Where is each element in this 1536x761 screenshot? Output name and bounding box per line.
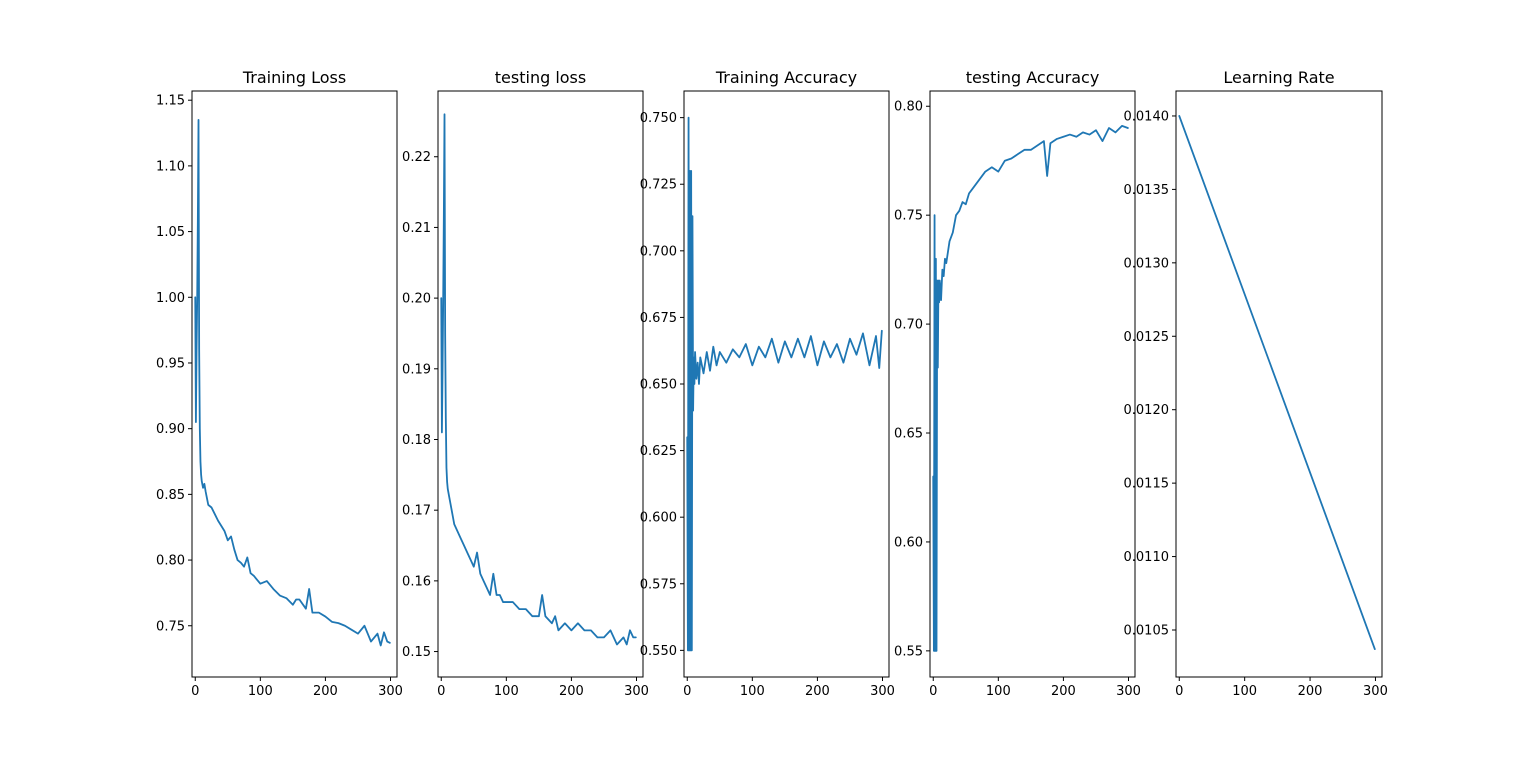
subplot-title: testing Accuracy: [966, 68, 1100, 87]
x-tick-label: 300: [1116, 684, 1141, 699]
axes-frame: [191, 90, 398, 678]
x-tick-label: 200: [1298, 684, 1323, 699]
x-tick-label: 300: [1363, 684, 1388, 699]
x-tick-label: 100: [986, 684, 1011, 699]
x-tick-label: 200: [313, 684, 338, 699]
y-tick-label: 0.17: [402, 504, 431, 519]
subplot-title: testing loss: [495, 68, 586, 87]
x-tick-label: 100: [1232, 684, 1257, 699]
series-line: [1178, 115, 1376, 650]
y-tick-label: 0.65: [894, 427, 923, 442]
y-tick-label: 1.00: [156, 291, 185, 306]
y-tick-label: 0.20: [402, 292, 431, 307]
y-tick-label: 0.55: [894, 644, 923, 659]
y-tick-label: 0.60: [894, 535, 923, 550]
y-tick-label: 0.22: [402, 150, 431, 165]
y-tick-label: 1.05: [156, 225, 185, 240]
y-tick-label: 0.650: [640, 378, 677, 393]
y-tick-label: 0.0140: [1124, 109, 1170, 124]
y-tick-label: 0.85: [156, 488, 185, 503]
y-tick-label: 0.15: [402, 645, 431, 660]
y-tick-label: 0.0130: [1124, 256, 1170, 271]
x-tick-label: 200: [559, 684, 584, 699]
x-tick-label: 0: [437, 684, 445, 699]
y-tick-label: 0.75: [894, 209, 923, 224]
y-tick-label: 0.0125: [1124, 330, 1170, 345]
y-tick-label: 0.18: [402, 433, 431, 448]
y-tick-label: 0.70: [894, 318, 923, 333]
series-line: [440, 113, 637, 646]
axes-frame: [1175, 90, 1383, 678]
x-tick-label: 200: [805, 684, 830, 699]
y-tick-label: 0.725: [640, 178, 677, 193]
y-tick-label: 0.0110: [1124, 550, 1170, 565]
y-tick-label: 0.19: [402, 362, 431, 377]
y-tick-label: 0.625: [640, 444, 677, 459]
axes-frame: [929, 90, 1136, 678]
series-line: [686, 116, 883, 652]
subplot-4: 0 100 200 300 0.55 0.60 0.65 0.70 0.75 0.80 testin…: [894, 68, 1141, 699]
x-tick-label: 100: [494, 684, 519, 699]
x-tick-label: 0: [191, 684, 199, 699]
y-tick-label: 0.0105: [1124, 624, 1170, 639]
series-line: [194, 119, 391, 647]
subplot-3: 0 100 200 300 0.550 0.575 0.600 0.625 0.650 0.675…: [640, 68, 895, 699]
y-tick-label: 0.575: [640, 577, 677, 592]
x-tick-label: 0: [1175, 684, 1183, 699]
axes-frame: [437, 90, 644, 678]
y-tick-label: 0.21: [402, 221, 431, 236]
series-line: [932, 124, 1129, 652]
x-tick-label: 100: [740, 684, 765, 699]
y-tick-label: 1.15: [156, 94, 185, 109]
y-tick-label: 0.675: [640, 311, 677, 326]
y-tick-label: 0.0135: [1124, 183, 1170, 198]
axes-frame: [683, 90, 890, 678]
x-tick-label: 300: [624, 684, 649, 699]
y-tick-label: 0.750: [640, 111, 677, 126]
y-tick-label: 0.75: [156, 619, 185, 634]
x-tick-label: 0: [929, 684, 937, 699]
subplot-1: 0 100 200 300 0.75 0.80 0.85 0.90 0.95 1.00 1.05 1.…: [156, 68, 403, 699]
x-tick-label: 0: [683, 684, 691, 699]
subplot-title: Training Accuracy: [715, 68, 857, 87]
y-tick-label: 0.550: [640, 644, 677, 659]
y-tick-label: 0.90: [156, 422, 185, 437]
subplot-2: 0 100 200 300 0.15 0.16 0.17 0.18 0.19 0.20 0.21 0.…: [402, 68, 649, 699]
y-tick-label: 0.16: [402, 574, 431, 589]
y-tick-label: 1.10: [156, 159, 185, 174]
y-tick-label: 0.600: [640, 511, 677, 526]
subplot-5: 0 100 200 300 0.0105 0.0110 0.0115 0.0120 0.0125…: [1124, 68, 1388, 699]
y-tick-label: 0.80: [156, 554, 185, 569]
x-tick-label: 100: [248, 684, 273, 699]
x-tick-label: 300: [378, 684, 403, 699]
y-tick-label: 0.0115: [1124, 477, 1170, 492]
y-tick-label: 0.0120: [1124, 403, 1170, 418]
y-tick-label: 0.95: [156, 356, 185, 371]
x-tick-label: 300: [870, 684, 895, 699]
subplot-title: Learning Rate: [1223, 68, 1334, 87]
x-tick-label: 200: [1051, 684, 1076, 699]
subplot-title: Training Loss: [242, 68, 346, 87]
y-tick-label: 0.80: [894, 100, 923, 115]
y-tick-label: 0.700: [640, 244, 677, 259]
